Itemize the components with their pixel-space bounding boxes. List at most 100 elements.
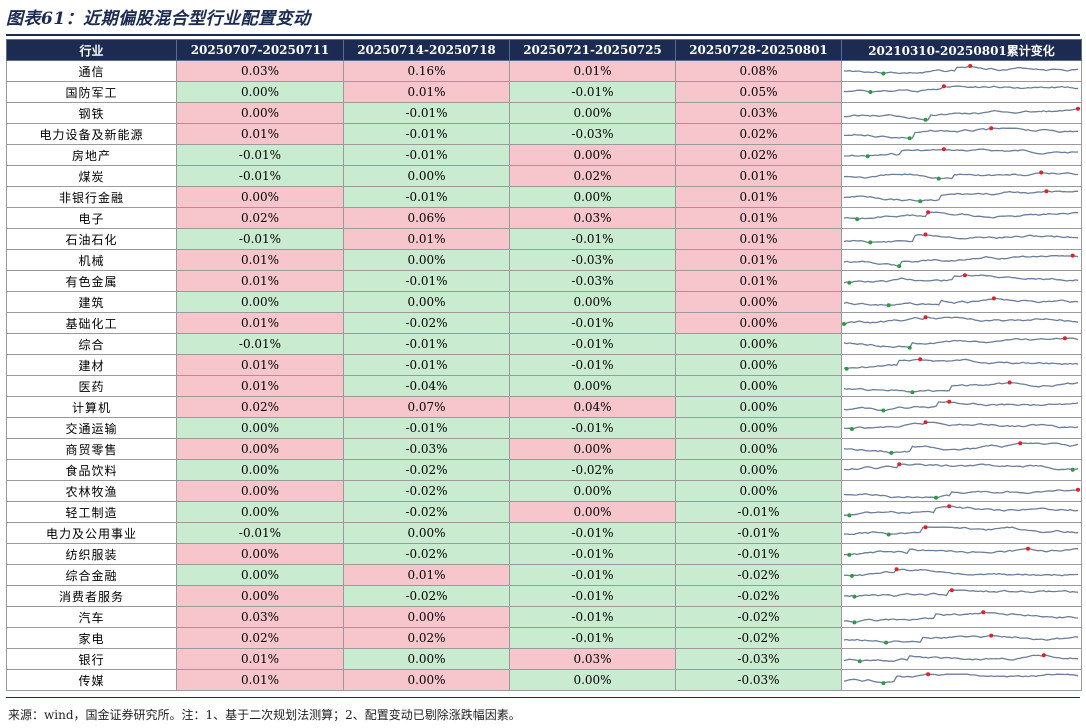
weekly-change-cell: 0.00% bbox=[509, 438, 676, 460]
cumulative-sparkline bbox=[843, 232, 1079, 244]
weekly-change-cell: -0.03% bbox=[675, 648, 842, 670]
sparkline-path bbox=[843, 589, 1079, 597]
industry-name: 消费者服务 bbox=[6, 585, 177, 607]
weekly-change-cell: -0.03% bbox=[675, 669, 842, 691]
industry-name: 电力及公用事业 bbox=[6, 522, 177, 544]
cumulative-sparkline-cell bbox=[841, 123, 1082, 145]
weekly-change-cell: -0.02% bbox=[675, 585, 842, 607]
cumulative-sparkline-cell bbox=[841, 354, 1082, 376]
sparkline-min-marker bbox=[847, 512, 852, 517]
table-row: 食品饮料 0.00% -0.02% -0.02% 0.00% bbox=[6, 459, 1082, 481]
sparkline-max-marker bbox=[1007, 380, 1012, 384]
cumulative-sparkline bbox=[844, 503, 1079, 517]
sparkline-min-marker bbox=[881, 408, 886, 412]
sparkline-min-marker bbox=[934, 495, 938, 500]
weekly-change-cell: 0.00% bbox=[675, 396, 842, 418]
weekly-change-cell: 0.04% bbox=[509, 396, 676, 418]
industry-name: 有色金属 bbox=[6, 270, 177, 292]
weekly-change-cell: 0.01% bbox=[675, 207, 842, 229]
sparkline-max-marker bbox=[918, 356, 923, 361]
weekly-change-cell: 0.03% bbox=[509, 648, 676, 670]
table-row: 有色金属 0.01% -0.01% -0.03% 0.01% bbox=[6, 270, 1082, 292]
sparkline-min-marker bbox=[847, 280, 852, 285]
sparkline-min-marker bbox=[849, 426, 854, 431]
industry-name: 食品饮料 bbox=[6, 459, 177, 481]
weekly-change-cell: 0.00% bbox=[176, 102, 344, 124]
sparkline-max-marker bbox=[989, 633, 994, 638]
weekly-change-cell: -0.02% bbox=[675, 606, 842, 628]
table-row: 通信 0.03% 0.16% 0.01% 0.08% bbox=[6, 60, 1082, 82]
weekly-change-cell: -0.01% bbox=[176, 522, 344, 544]
footer-divider bbox=[6, 697, 1080, 698]
cumulative-sparkline-cell bbox=[841, 207, 1082, 229]
weekly-change-cell: -0.03% bbox=[509, 123, 676, 145]
sparkline-max-marker bbox=[923, 419, 928, 424]
weekly-change-cell: -0.01% bbox=[509, 81, 676, 103]
weekly-change-cell: -0.01% bbox=[176, 228, 344, 250]
weekly-change-cell: 0.01% bbox=[176, 270, 344, 292]
sparkline-max-marker bbox=[1070, 253, 1075, 258]
sparkline-path bbox=[843, 190, 1079, 202]
sparkline-path bbox=[843, 654, 1079, 662]
cumulative-sparkline bbox=[843, 399, 1079, 412]
weekly-change-cell: 0.01% bbox=[176, 249, 344, 271]
weekly-change-cell: -0.01% bbox=[509, 606, 676, 628]
weekly-change-cell: -0.03% bbox=[509, 270, 676, 292]
weekly-change-cell: 0.01% bbox=[176, 375, 344, 397]
weekly-change-cell: 0.02% bbox=[509, 165, 676, 187]
cumulative-sparkline bbox=[844, 524, 1079, 536]
header-week-2: 20250714-20250718 bbox=[343, 39, 510, 61]
cumulative-sparkline-cell bbox=[841, 144, 1082, 166]
industry-name: 计算机 bbox=[6, 396, 177, 418]
industry-name: 电力设备及新能源 bbox=[6, 123, 177, 145]
sparkline-max-marker bbox=[941, 146, 946, 151]
industry-name: 银行 bbox=[6, 648, 177, 670]
weekly-change-cell: 0.00% bbox=[509, 375, 676, 397]
cumulative-sparkline-cell bbox=[841, 438, 1082, 460]
weekly-change-cell: 0.02% bbox=[675, 144, 842, 166]
weekly-change-cell: 0.02% bbox=[343, 627, 510, 649]
sparkline-min-marker bbox=[886, 302, 891, 307]
weekly-change-cell: 0.00% bbox=[343, 669, 510, 691]
cumulative-sparkline bbox=[843, 253, 1079, 268]
sparkline-min-marker bbox=[889, 450, 894, 455]
weekly-change-cell: 0.01% bbox=[176, 312, 344, 334]
weekly-change-cell: 0.00% bbox=[176, 417, 344, 439]
title-divider bbox=[6, 34, 1080, 36]
weekly-change-cell: 0.00% bbox=[675, 354, 842, 376]
weekly-change-cell: 0.01% bbox=[176, 648, 344, 670]
sparkline-path bbox=[843, 148, 1079, 157]
weekly-change-cell: -0.01% bbox=[509, 312, 676, 334]
weekly-change-cell: 0.01% bbox=[176, 123, 344, 145]
weekly-change-cell: 0.01% bbox=[176, 354, 344, 376]
sparkline-min-marker bbox=[847, 552, 852, 557]
table-row: 交通运输 0.00% -0.01% -0.01% 0.00% bbox=[6, 417, 1082, 439]
cumulative-sparkline-cell bbox=[841, 249, 1082, 271]
weekly-change-cell: 0.07% bbox=[343, 396, 510, 418]
weekly-change-cell: 0.00% bbox=[509, 291, 676, 313]
cumulative-sparkline-cell bbox=[841, 81, 1082, 103]
header-cumulative: 20210310-20250801累计变化 bbox=[841, 39, 1082, 61]
weekly-change-cell: 0.00% bbox=[509, 102, 676, 124]
cumulative-sparkline bbox=[842, 314, 1079, 326]
sparkline-min-marker bbox=[849, 573, 854, 578]
sparkline-min-marker bbox=[936, 176, 941, 181]
weekly-change-cell: -0.01% bbox=[343, 333, 510, 355]
weekly-change-cell: 0.01% bbox=[343, 228, 510, 250]
sparkline-min-marker bbox=[918, 198, 923, 203]
table-row: 电力设备及新能源 0.01% -0.01% -0.03% 0.02% bbox=[6, 123, 1082, 145]
table-row: 建筑 0.00% 0.00% 0.00% 0.00% bbox=[6, 291, 1082, 313]
sparkline-path bbox=[843, 297, 1079, 306]
weekly-change-cell: -0.01% bbox=[343, 102, 510, 124]
sparkline-path bbox=[843, 421, 1079, 430]
weekly-change-cell: 0.03% bbox=[176, 60, 344, 82]
sparkline-max-marker bbox=[923, 314, 928, 319]
industry-name: 钢铁 bbox=[6, 102, 177, 124]
industry-name: 商贸零售 bbox=[6, 438, 177, 460]
source-note: 来源：wind，国金证券研究所。注：1、基于二次规划法测算；2、配置变动已剔除涨… bbox=[8, 708, 521, 722]
weekly-change-cell: 0.00% bbox=[509, 669, 676, 691]
figure-title: 图表61：近期偏股混合型行业配置变动 bbox=[6, 9, 311, 29]
cumulative-sparkline-cell bbox=[841, 102, 1082, 124]
sparkline-path bbox=[843, 611, 1079, 623]
weekly-change-cell: 0.00% bbox=[675, 375, 842, 397]
